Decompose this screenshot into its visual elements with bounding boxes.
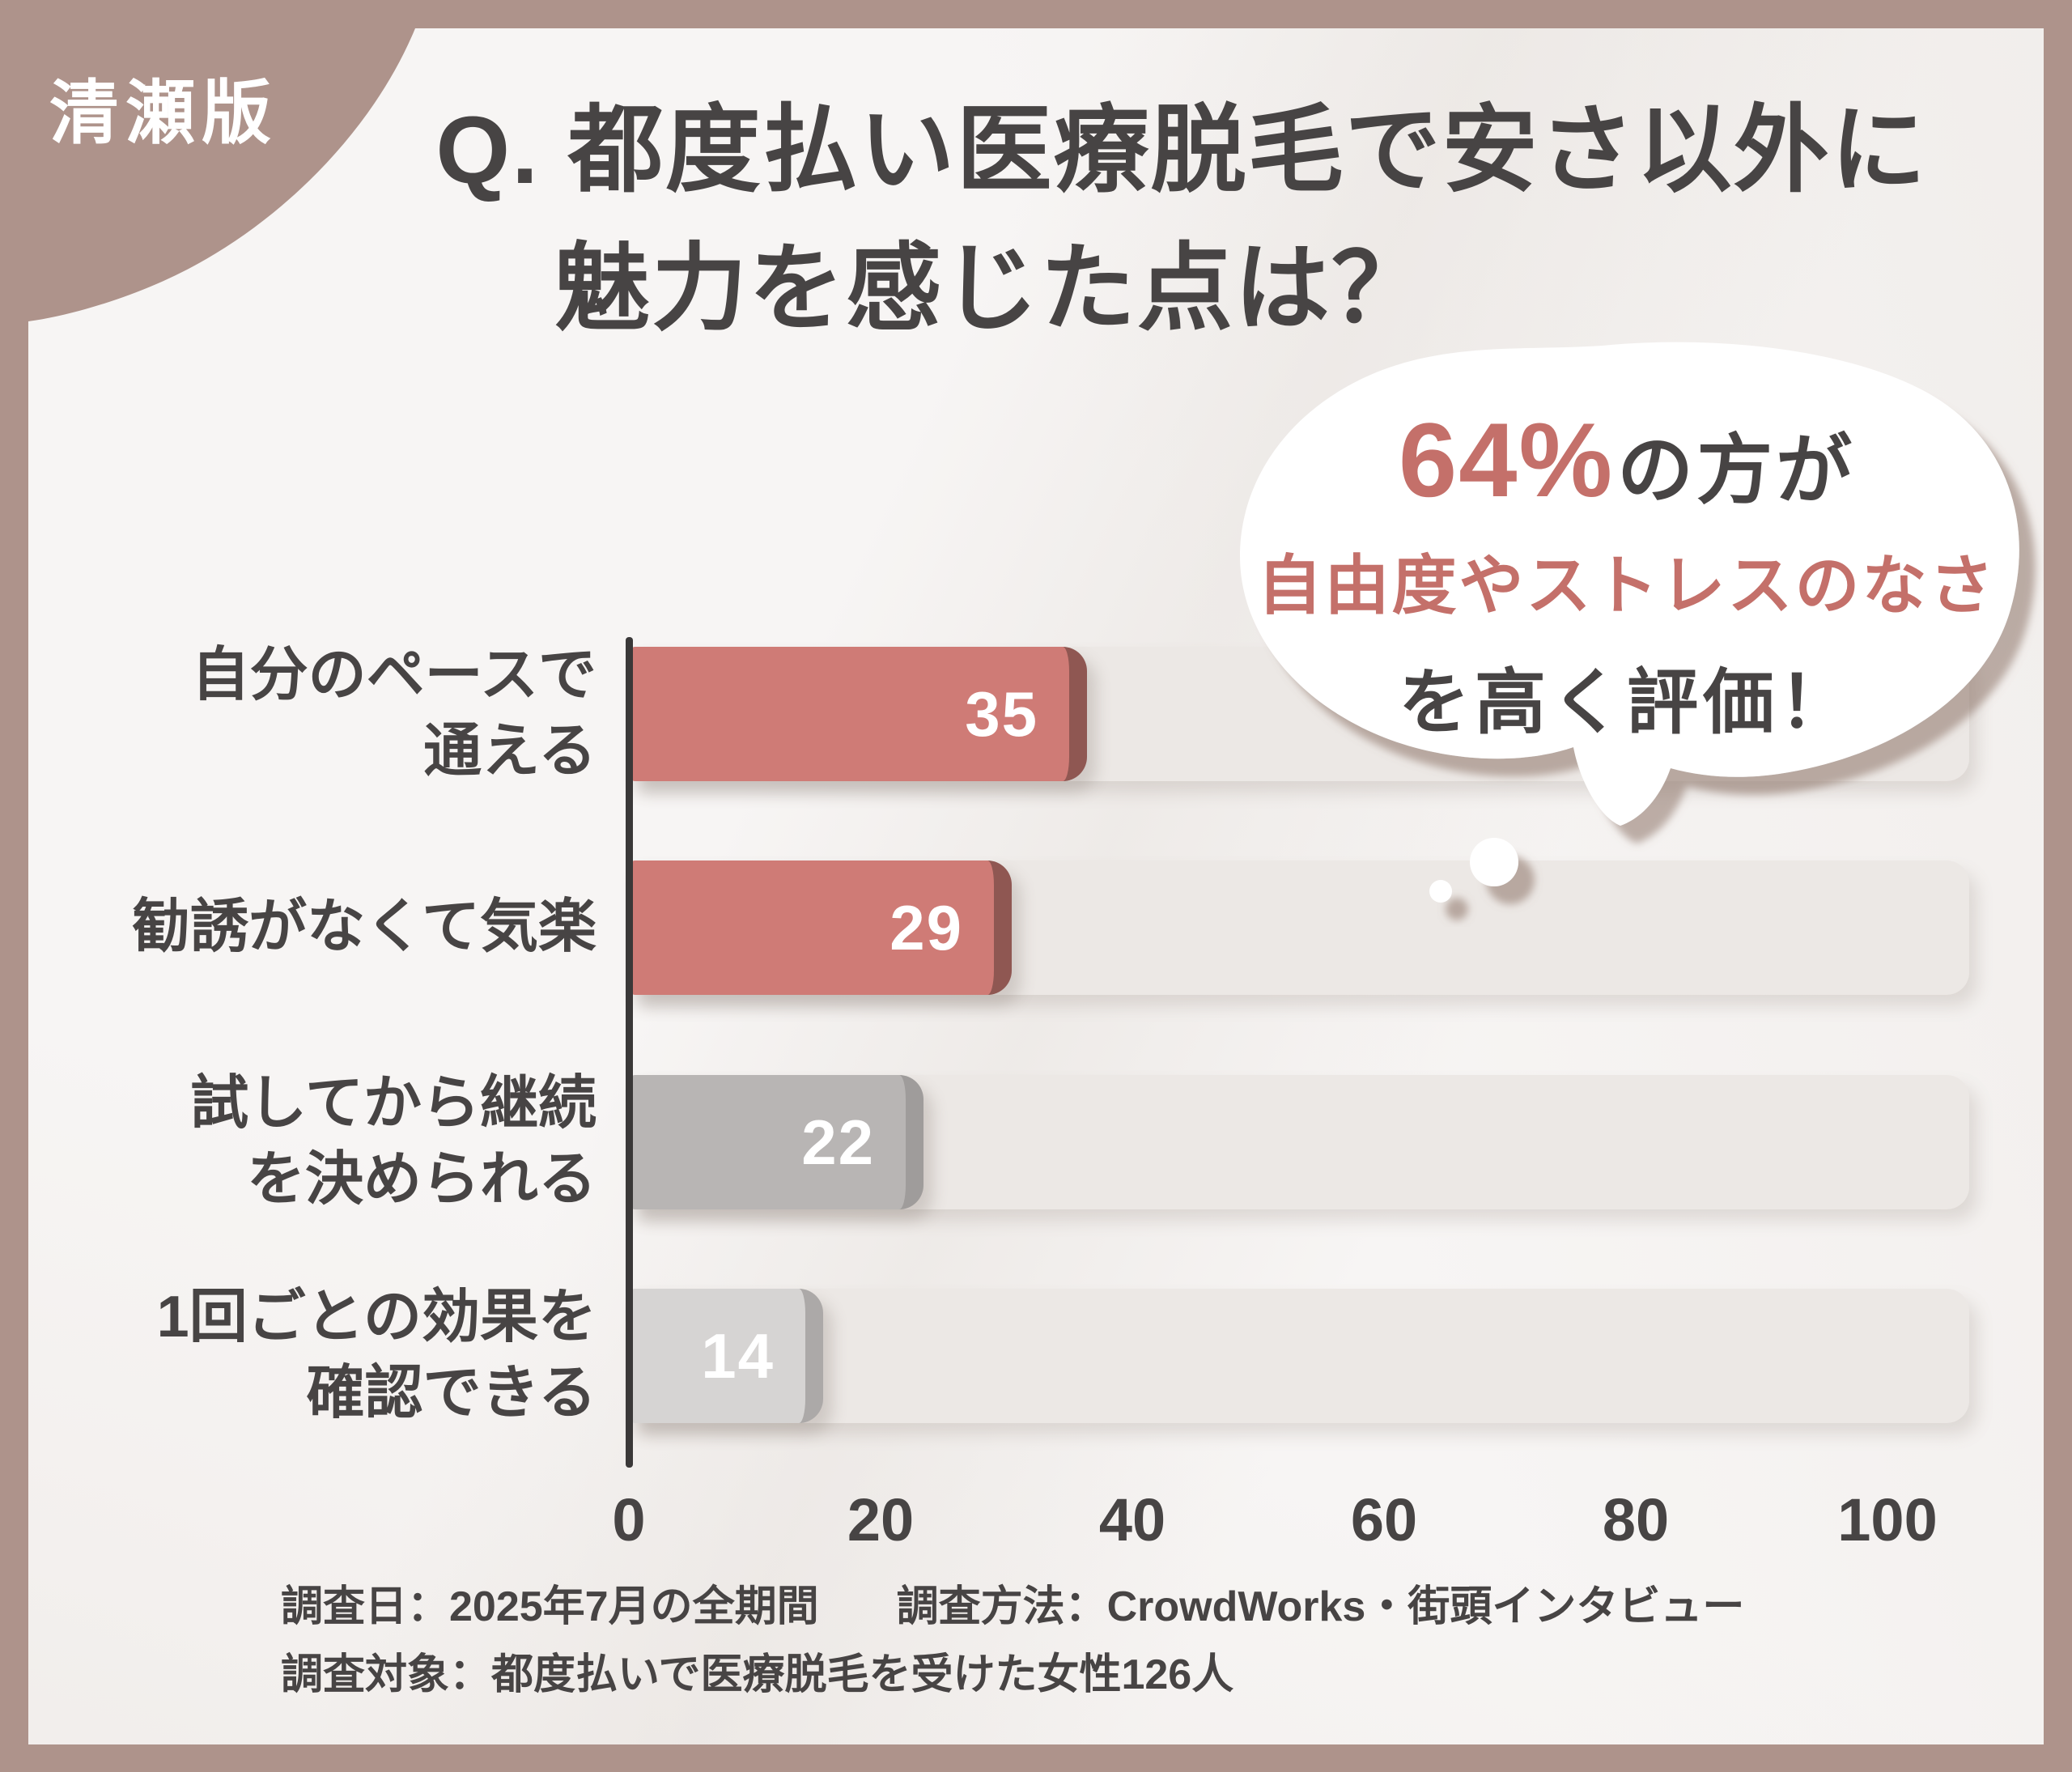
- edition-badge: 清瀬版: [49, 74, 278, 152]
- bar-value-label: 35: [965, 678, 1038, 750]
- survey-method: 調査方法：CrowdWorks・街頭インタビュー: [896, 1583, 1745, 1630]
- bubble-stat-value: 64%: [1398, 401, 1615, 519]
- bar-value-label: 14: [701, 1319, 775, 1392]
- category-label: 1回ごとの効果を確認できる: [28, 1285, 597, 1426]
- survey-notes: 調査日：2025年7月の全期間 調査方法：CrowdWorks・街頭インタビュー…: [281, 1573, 1744, 1709]
- title-line-1: Q. 都度払い医療脱毛で安さ以外に: [435, 97, 1928, 204]
- bar: 29: [629, 861, 1012, 995]
- speech-bubble: 64% の方が 自由度やストレスのなさ を高く評価！: [1214, 328, 2044, 927]
- survey-notes-line-1: 調査日：2025年7月の全期間 調査方法：CrowdWorks・街頭インタビュー: [281, 1573, 1744, 1641]
- x-tick-label: 40: [1098, 1486, 1166, 1553]
- y-axis-line: [626, 637, 633, 1468]
- survey-target: 調査対象：都度払いで医療脱毛を受けた女性126人: [281, 1651, 1234, 1699]
- content-card: 清瀬版 Q. 都度払い医療脱毛で安さ以外に 魅力を感じた点は？ 自分のペースで通…: [28, 28, 2044, 1744]
- bar-track: [629, 1289, 1969, 1423]
- category-label-line: 勧誘がなくて気楽: [132, 894, 597, 960]
- survey-date: 調査日：2025年7月の全期間: [281, 1583, 819, 1630]
- bar-value-label: 22: [801, 1106, 875, 1178]
- category-label-line: を決められる: [246, 1147, 597, 1212]
- x-tick-label: 0: [612, 1486, 646, 1553]
- bar: 35: [629, 647, 1087, 781]
- bar: 14: [629, 1289, 823, 1423]
- page-title: Q. 都度払い医療脱毛で安さ以外に 魅力を感じた点は？: [344, 82, 2019, 359]
- bar-value-label: 29: [890, 891, 963, 963]
- category-label: 自分のペースで通える: [28, 643, 597, 784]
- bubble-highlight: 自由度やストレスのなさ: [1257, 550, 1997, 622]
- category-label-line: 試してから継続: [190, 1071, 597, 1137]
- speech-bubble-shape: [1240, 342, 2019, 903]
- bubble-conclusion: を高く評価！: [1398, 662, 1855, 742]
- category-label-line: 確認できる: [306, 1361, 597, 1426]
- title-line-2: 魅力を感じた点は？: [554, 236, 1429, 343]
- category-label: 試してから継続を決められる: [28, 1071, 597, 1212]
- category-label-line: 1回ごとの効果を: [156, 1285, 597, 1350]
- category-label-line: 通える: [423, 719, 597, 784]
- category-label: 勧誘がなくて気楽: [28, 861, 597, 995]
- x-tick-label: 80: [1602, 1486, 1670, 1553]
- speech-bubble-text: 64% の方が 自由度やストレスのなさ を高く評価！: [1230, 399, 2023, 748]
- thought-bubble-dot-small: [1429, 880, 1452, 903]
- x-tick-label: 60: [1350, 1486, 1418, 1553]
- thought-bubble-dot-large: [1470, 838, 1518, 886]
- x-tick-label: 100: [1837, 1486, 1938, 1553]
- bubble-stat-suffix: の方が: [1617, 427, 1856, 512]
- category-label-line: 自分のペースで: [191, 643, 597, 708]
- x-tick-label: 20: [847, 1486, 915, 1553]
- bubble-stat-line: 64% の方が: [1230, 399, 2023, 521]
- bar: 22: [629, 1075, 923, 1209]
